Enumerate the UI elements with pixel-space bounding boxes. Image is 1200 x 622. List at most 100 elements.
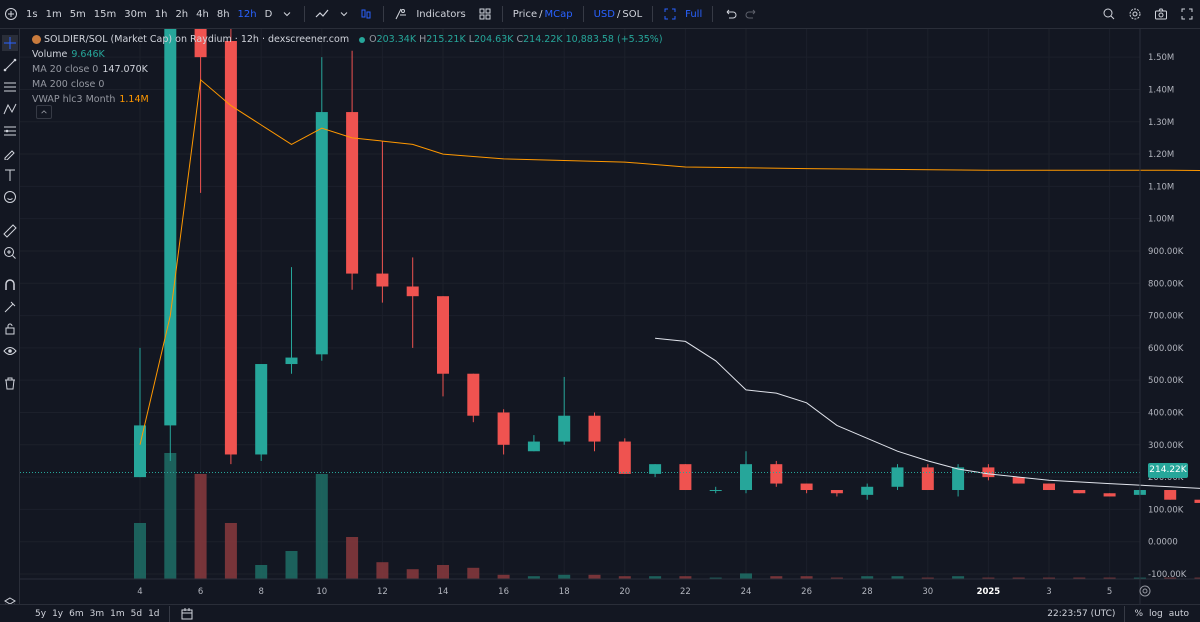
range-6m[interactable]: 6m — [69, 608, 84, 619]
interval-4h[interactable]: 4h — [196, 8, 209, 20]
price-toggle[interactable]: Price — [512, 8, 538, 20]
candle-body — [255, 364, 268, 455]
range-3m[interactable]: 3m — [89, 608, 105, 619]
axis-settings-icon[interactable] — [1139, 585, 1151, 597]
price-chart[interactable]: 1.50M 1.40M 1.30M 1.20M 1.10M 1.00M 900.00K 800… — [20, 29, 1200, 604]
trend-line-icon[interactable] — [2, 57, 18, 73]
range-1d[interactable]: 1d — [148, 608, 160, 619]
pattern-icon[interactable] — [2, 101, 18, 117]
legend-volume-row[interactable]: Volume 9.646K — [32, 47, 663, 62]
text-icon[interactable] — [2, 167, 18, 183]
candle-body — [315, 112, 328, 355]
candle-body — [285, 357, 298, 365]
lock-icon[interactable] — [2, 321, 18, 337]
candle-body — [527, 441, 540, 452]
x-tick-label: 10 — [316, 587, 327, 597]
y-tick-label: 500.00K — [1148, 376, 1184, 386]
redo-icon[interactable] — [745, 7, 759, 21]
gear-icon[interactable] — [1128, 7, 1142, 21]
range-5y[interactable]: 5y — [35, 608, 47, 619]
x-tick-label: 14 — [438, 587, 449, 597]
brush-icon[interactable] — [2, 145, 18, 161]
range-1y[interactable]: 1y — [52, 608, 64, 619]
collapse-legend-button[interactable] — [36, 105, 52, 119]
legend-ma20-row[interactable]: MA 20 close 0 147.070K — [32, 62, 663, 77]
candle-body — [134, 425, 146, 478]
interval-1s[interactable]: 1s — [26, 8, 38, 20]
ruler-icon[interactable] — [2, 223, 18, 239]
volume-bar — [1103, 577, 1116, 579]
legend-vwap-row[interactable]: VWAP hlc3 Month 1.14M — [32, 92, 663, 107]
emoji-icon[interactable] — [2, 189, 18, 205]
ma20-line — [655, 337, 1200, 489]
chevron-down-icon[interactable] — [280, 7, 294, 21]
ma20-value: 147.070K — [102, 64, 148, 75]
indicators-icon[interactable] — [394, 7, 408, 21]
sol-toggle[interactable]: SOL — [622, 8, 643, 20]
utc-clock[interactable]: 22:23:57 (UTC) — [1047, 608, 1116, 619]
toolbar-divider — [168, 605, 170, 622]
interval-selector: 1s 1m 5m 15m 30m 1h 2h 4h 8h 12h D — [22, 9, 276, 20]
x-tick-label: 20 — [619, 587, 630, 597]
y-tick-label: 0.0000 — [1148, 538, 1178, 548]
fib-icon[interactable] — [2, 123, 18, 139]
templates-icon[interactable] — [478, 7, 492, 21]
usd-toggle[interactable]: USD — [593, 8, 615, 20]
ohlc-o-label: O — [369, 34, 377, 45]
mcap-toggle[interactable]: MCap — [544, 8, 573, 20]
interval-15m[interactable]: 15m — [93, 8, 117, 20]
magnet-icon[interactable] — [2, 277, 18, 293]
volume-bar — [255, 565, 268, 579]
candle-body — [709, 490, 722, 492]
crosshair-icon[interactable] — [2, 35, 18, 51]
x-tick-label: 30 — [922, 587, 933, 597]
chevron-down-icon[interactable] — [337, 7, 351, 21]
log-toggle[interactable]: log — [1149, 608, 1163, 619]
trash-icon[interactable] — [2, 375, 18, 391]
auto-toggle[interactable]: auto — [1168, 608, 1189, 619]
volume-bar — [1043, 577, 1055, 579]
usd-sol-separator: / — [616, 8, 621, 20]
interval-2h[interactable]: 2h — [175, 8, 189, 20]
lock-drawing-icon[interactable] — [2, 299, 18, 315]
interval-30m[interactable]: 30m — [124, 8, 147, 20]
full-button[interactable]: Full — [685, 8, 703, 20]
legend-ma200-row[interactable]: MA 200 close 0 — [32, 77, 663, 92]
vwap-label: VWAP hlc3 Month — [32, 94, 116, 105]
interval-5m[interactable]: 5m — [69, 8, 86, 20]
x-tick-label: 22 — [680, 587, 691, 597]
range-selector: 5y 1y 6m 3m 1m 5d 1d — [32, 609, 163, 619]
volume-bar — [285, 551, 298, 579]
zoom-in-icon[interactable] — [2, 245, 18, 261]
y-tick-label: 200.00K — [1148, 473, 1184, 483]
range-5d[interactable]: 5d — [130, 608, 143, 619]
candle-body — [830, 490, 843, 494]
interval-1h[interactable]: 1h — [154, 8, 168, 20]
interval-d[interactable]: D — [264, 8, 273, 20]
eye-icon[interactable] — [2, 343, 18, 359]
date-range-icon[interactable] — [180, 607, 194, 621]
volume-bar — [709, 577, 722, 579]
undo-icon[interactable] — [723, 7, 737, 21]
x-tick-label: 24 — [741, 587, 752, 597]
camera-icon[interactable] — [1154, 7, 1168, 21]
interval-8h[interactable]: 8h — [216, 8, 230, 20]
horizontal-lines-icon[interactable] — [2, 79, 18, 95]
candle-body — [740, 464, 752, 491]
indicators-button[interactable]: Indicators — [416, 8, 466, 20]
interval-1m[interactable]: 1m — [45, 8, 62, 20]
x-tick-label: 26 — [801, 587, 812, 597]
search-icon[interactable] — [1102, 7, 1116, 21]
candle-body — [891, 467, 904, 487]
percent-toggle[interactable]: % — [1134, 608, 1143, 619]
expand-icon[interactable] — [1180, 7, 1194, 21]
toolbar-divider — [383, 6, 385, 22]
interval-12h[interactable]: 12h — [237, 8, 257, 20]
candles-icon[interactable] — [359, 7, 373, 21]
legend-title[interactable]: SOLDIER/SOL (Market Cap) on Raydium · 12… — [44, 34, 350, 45]
line-chart-type-icon[interactable] — [315, 7, 329, 21]
y-tick-label: 100.00K — [1148, 505, 1184, 515]
fullscreen-icon[interactable] — [663, 7, 677, 21]
range-1m[interactable]: 1m — [110, 608, 125, 619]
add-symbol-icon[interactable] — [4, 7, 18, 21]
